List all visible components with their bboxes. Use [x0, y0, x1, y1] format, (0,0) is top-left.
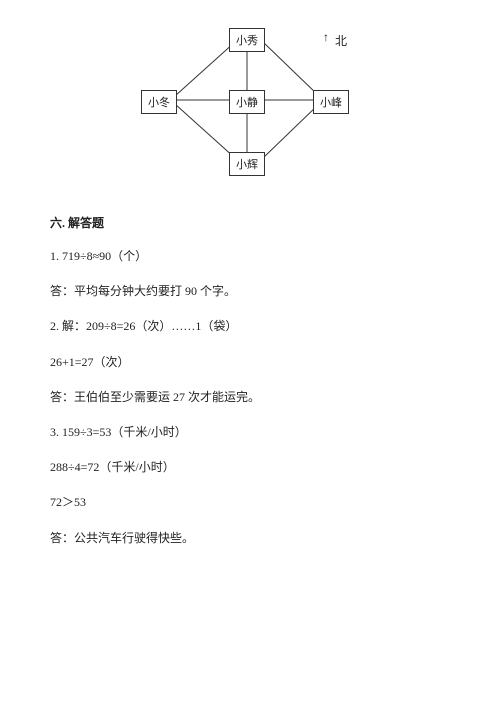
diagram-node-bottom: 小辉 — [229, 152, 265, 176]
answer-line: 3. 159÷3=53（千米/小时） — [50, 423, 450, 442]
network-diagram: 小秀小冬 小静 小峰小辉 ↑ 北 — [135, 28, 365, 178]
north-arrow-icon: ↑ — [323, 30, 329, 45]
answer-line: 答：王伯伯至少需要运 27 次才能运完。 — [50, 388, 450, 407]
answer-line: 26+1=27（次） — [50, 353, 450, 372]
section-heading: 六. 解答题 — [50, 214, 450, 231]
answer-line: 72＞53 — [50, 493, 450, 512]
north-label: 北 — [335, 32, 347, 49]
diagram-node-right: 小峰 — [313, 90, 349, 114]
answer-line: 答：平均每分钟大约要打 90 个字。 — [50, 282, 450, 301]
answer-text-block: 1. 719÷8≈90（个） 答：平均每分钟大约要打 90 个字。 2. 解：209… — [50, 247, 450, 548]
answer-line: 答：公共汽车行驶得快些。 — [50, 529, 450, 548]
diagram-node-left: 小冬 — [141, 90, 177, 114]
answer-line: 288÷4=72（千米/小时） — [50, 458, 450, 477]
diagram-node-center: 小静 — [229, 90, 265, 114]
answer-line: 1. 719÷8≈90（个） — [50, 247, 450, 266]
answer-line: 2. 解：209÷8=26（次）……1（袋） — [50, 317, 450, 336]
diagram-node-top: 小秀 — [229, 28, 265, 52]
